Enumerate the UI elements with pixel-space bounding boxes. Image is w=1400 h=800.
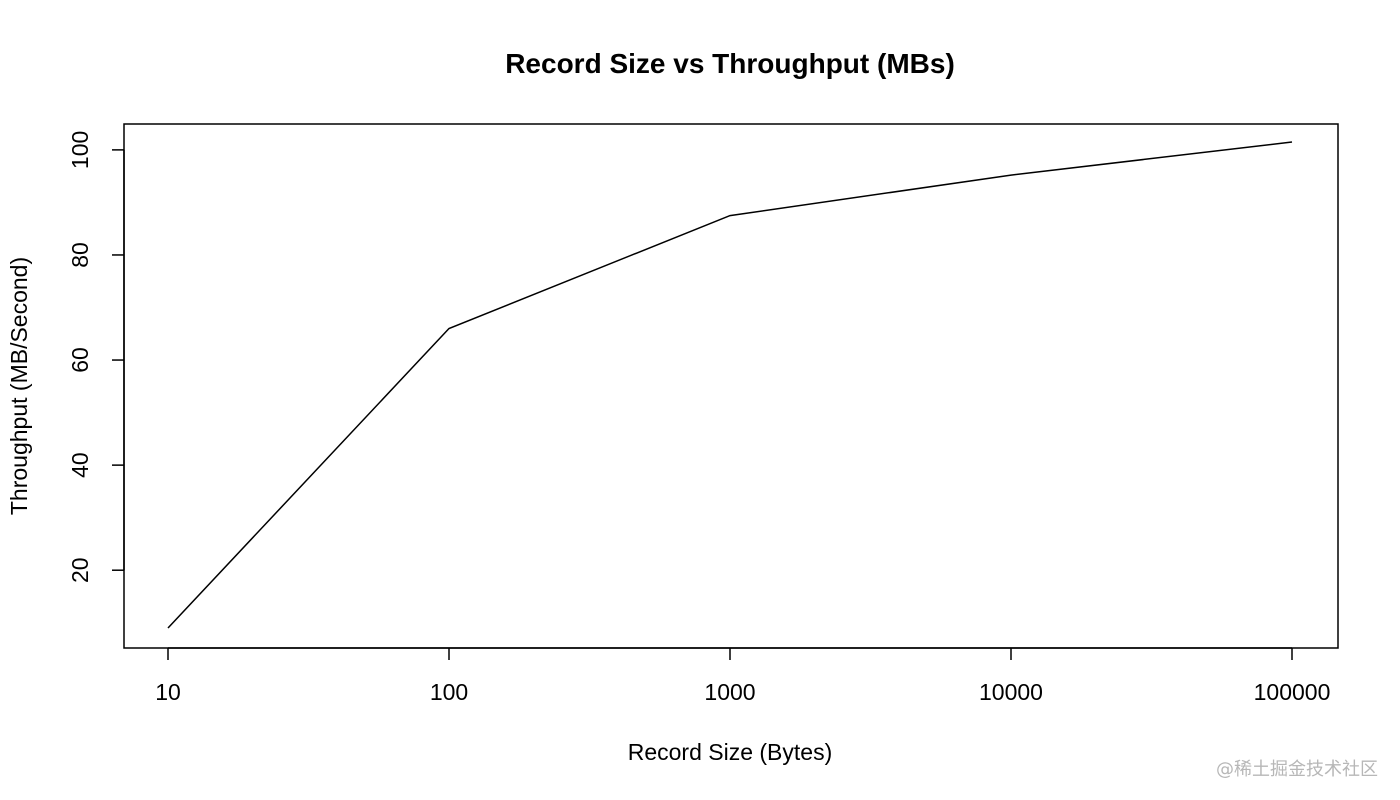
- y-tick-label: 80: [67, 242, 93, 268]
- series-line: [167, 141, 1293, 629]
- x-axis: 10 100 1000 10000 100000: [155, 647, 1331, 705]
- y-axis-label: Throughput (MB/Second): [6, 257, 32, 515]
- x-tick-label: 100000: [1254, 679, 1331, 705]
- y-tick-label: 100: [67, 131, 93, 169]
- y-tick-label: 20: [67, 557, 93, 583]
- plot-frame: [123, 123, 1339, 649]
- watermark: @稀土掘金技术社区: [1216, 759, 1378, 780]
- x-tick-label: 10000: [979, 679, 1043, 705]
- y-tick-label: 60: [67, 347, 93, 373]
- chart-title: Record Size vs Throughput (MBs): [505, 48, 955, 79]
- x-tick-label: 1000: [704, 679, 755, 705]
- x-tick-label: 10: [155, 679, 181, 705]
- y-tick-label: 40: [67, 452, 93, 478]
- x-tick-label: 100: [430, 679, 468, 705]
- y-axis: 20 40 60 80 100: [67, 131, 125, 583]
- x-axis-label: Record Size (Bytes): [628, 739, 833, 765]
